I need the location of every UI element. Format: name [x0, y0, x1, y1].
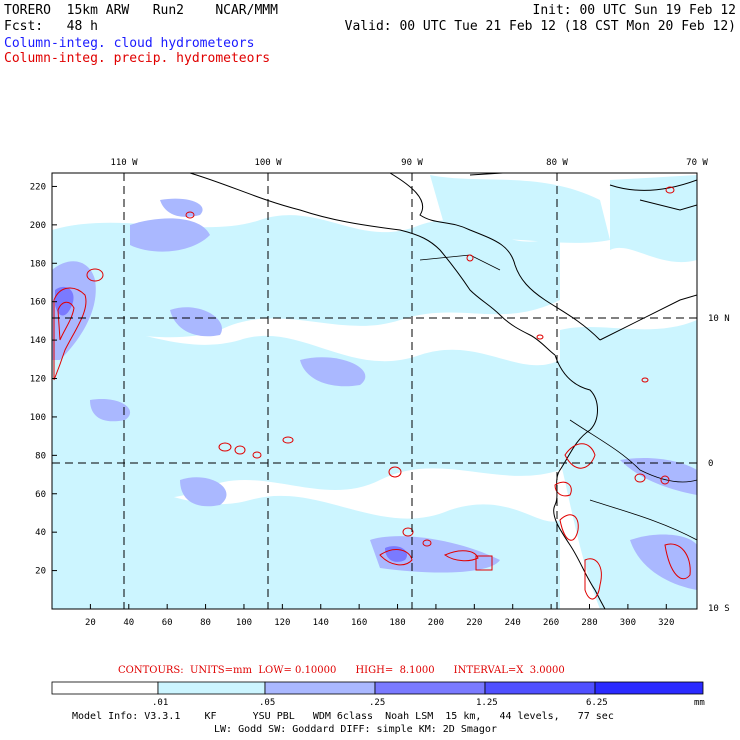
colorbar-swatch-5: [594, 681, 704, 695]
lon-label-90w: 90 W: [401, 158, 423, 168]
colorbar-swatch-2: [264, 681, 376, 695]
field-cloud-label: Column-integ. cloud hydrometeors: [4, 36, 255, 51]
colorbar-unit: mm: [694, 698, 705, 708]
y-tick-label: 200: [30, 221, 46, 231]
colorbar-swatch-3: [374, 681, 486, 695]
y-tick-label: 100: [30, 413, 46, 423]
colorbar: [51, 681, 704, 695]
x-tick-label: 300: [620, 618, 636, 628]
y-tick-label: 140: [30, 336, 46, 346]
x-tick-label: 280: [581, 618, 597, 628]
coastlines: [189, 173, 697, 609]
x-tick-label: 100: [236, 618, 252, 628]
x-tick-label: 40: [123, 618, 134, 628]
x-tick-label: 260: [543, 618, 559, 628]
x-tick-label: 80: [200, 618, 211, 628]
y-tick-label: 160: [30, 298, 46, 308]
cloud-field: [52, 175, 697, 609]
lat-label-10s: 10 S: [708, 604, 730, 614]
x-tick-label: 320: [658, 618, 674, 628]
x-tick-label: 60: [162, 618, 173, 628]
init-time: Init: 00 UTC Sun 19 Feb 12: [532, 3, 737, 18]
colorbar-label-2: .25: [369, 698, 386, 708]
lat-label-10n: 10 N: [708, 314, 730, 324]
lat-label-0: 0: [708, 459, 713, 469]
lon-label-110w: 110 W: [110, 158, 138, 168]
x-tick-labels: 20 40 60 80 100 120 140 160 180 200 220 240 260 280 30…: [85, 618, 674, 628]
lon-label-70w: 70 W: [686, 158, 708, 168]
graticule: [52, 173, 697, 609]
y-tick-label: 40: [35, 528, 46, 538]
colorbar-swatch-1: [157, 681, 266, 695]
model-info: Model Info: V3.3.1 KF YSU PBL WDM 6class…: [72, 711, 614, 722]
valid-time: Valid: 00 UTC Tue 21 Feb 12 (18 CST Mon …: [344, 19, 736, 34]
x-tick-label: 120: [274, 618, 290, 628]
map-frame: [51, 172, 698, 610]
model-physics: LW: Godd SW: Goddard DIFF: simple KM: 2D…: [214, 724, 497, 735]
field-precip-label: Column-integ. precip. hydrometeors: [4, 51, 271, 66]
header-title: TORERO 15km ARW Run2 NCAR/MMM: [4, 3, 278, 18]
x-tick-label: 200: [428, 618, 444, 628]
colorbar-label-0: .01: [152, 698, 169, 708]
x-tick-label: 20: [85, 618, 96, 628]
y-tick-labels: 220 200 180 160 140 120 100 80 60 40 20: [30, 182, 46, 576]
x-tick-label: 140: [313, 618, 329, 628]
x-tick-label: 160: [351, 618, 367, 628]
lon-label-80w: 80 W: [546, 158, 568, 168]
y-tick-label: 60: [35, 490, 46, 500]
colorbar-swatch-4: [484, 681, 596, 695]
y-tick-label: 20: [35, 567, 46, 577]
colorbar-label-3: 1.25: [476, 698, 498, 708]
x-tick-label: 180: [389, 618, 405, 628]
y-tick-label: 80: [35, 451, 46, 461]
colorbar-label-4: 6.25: [586, 698, 608, 708]
contours-info: CONTOURS: UNITS=mm LOW= 0.10000 HIGH= 8.…: [118, 665, 565, 676]
y-tick-label: 220: [30, 182, 46, 192]
x-tick-label: 240: [505, 618, 521, 628]
tick-marks: [52, 185, 667, 609]
x-tick-label: 220: [466, 618, 482, 628]
colorbar-label-1: .05: [259, 698, 276, 708]
y-tick-label: 120: [30, 375, 46, 385]
colorbar-swatch-0: [51, 681, 159, 695]
y-tick-label: 180: [30, 259, 46, 269]
forecast-hour: Fcst: 48 h: [4, 19, 98, 34]
precip-contours: [53, 186, 691, 600]
lon-label-100w: 100 W: [254, 158, 282, 168]
